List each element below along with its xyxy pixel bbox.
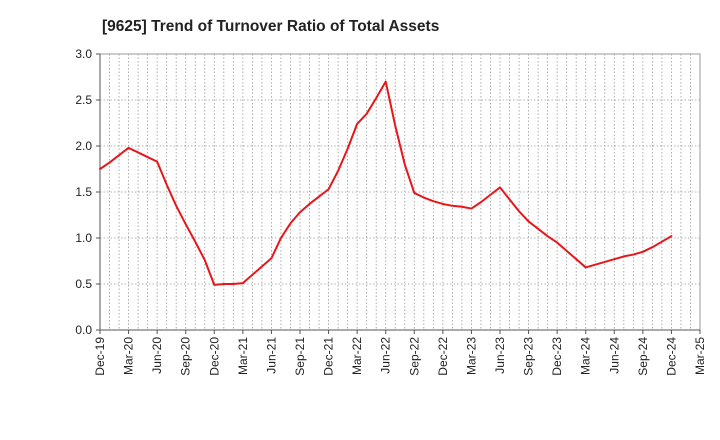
- x-tick-label: Sep-24: [636, 337, 650, 376]
- x-tick-label: Sep-20: [179, 337, 193, 376]
- x-tick-label: Mar-22: [350, 337, 364, 375]
- x-tick-label: Jun-22: [379, 337, 393, 374]
- x-tick-label: Dec-22: [436, 337, 450, 376]
- series-line: [99, 80, 673, 286]
- x-tick-label: Mar-25: [693, 337, 707, 375]
- x-tick-label: Mar-20: [122, 337, 136, 375]
- chart-title: [9625] Trend of Turnover Ratio of Total …: [102, 18, 439, 35]
- x-axis-ticks: Dec-19 Mar-20 Jun-20 Sep-20 Dec-20 Mar-21 Jun-…: [93, 330, 707, 376]
- y-tick-label: 1.5: [75, 185, 92, 199]
- x-tick-label: Mar-24: [579, 337, 593, 375]
- y-axis-ticks: 0.0 0.5 1.0 1.5 2.0 2.5 3.0: [75, 47, 100, 337]
- series-group: [99, 80, 673, 286]
- y-tick-label: 2.0: [75, 139, 92, 153]
- y-tick-label: 0.5: [75, 277, 92, 291]
- x-tick-label: Sep-21: [293, 337, 307, 376]
- x-tick-label: Jun-20: [150, 337, 164, 374]
- plot-area: [99, 53, 701, 331]
- x-tick-label: Dec-24: [664, 337, 678, 376]
- y-tick-label: 1.0: [75, 231, 92, 245]
- x-tick-label: Mar-23: [464, 337, 478, 375]
- x-tick-label: Jun-23: [493, 337, 507, 374]
- x-tick-label: Sep-22: [407, 337, 421, 376]
- y-tick-label: 2.5: [75, 93, 92, 107]
- y-tick-label: 0.0: [75, 323, 92, 337]
- x-tick-label: Dec-20: [207, 337, 221, 376]
- x-tick-label: Mar-21: [236, 337, 250, 375]
- x-tick-label: Dec-23: [550, 337, 564, 376]
- x-tick-label: Jun-24: [607, 337, 621, 374]
- x-tick-label: Dec-19: [93, 337, 107, 376]
- y-tick-label: 3.0: [75, 47, 92, 61]
- x-tick-label: Jun-21: [264, 337, 278, 374]
- x-tick-label: Sep-23: [522, 337, 536, 376]
- plot-frame: [99, 53, 701, 331]
- x-tick-label: Dec-21: [322, 337, 336, 376]
